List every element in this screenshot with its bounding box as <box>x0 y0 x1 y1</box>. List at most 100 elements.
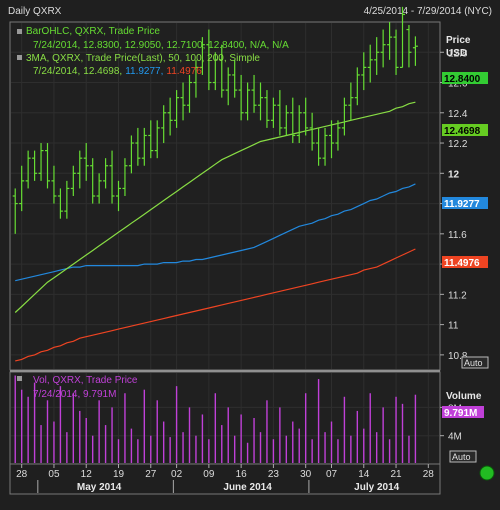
ma200-line <box>15 248 416 362</box>
ohlc-bar <box>77 150 83 189</box>
ohlc-bar <box>83 143 89 181</box>
date-tick-label: 14 <box>358 469 370 480</box>
volume-tick-label: 4M <box>448 432 462 443</box>
legend-marker-ma <box>17 55 22 60</box>
ohlc-bar <box>19 165 25 212</box>
status-indicator-icon[interactable] <box>479 465 495 481</box>
legend-ma-title: 3MA, QXRX, Trade Price(Last), 50, 100, 2… <box>26 53 260 64</box>
legend-ma50: 12.4698, <box>83 66 122 77</box>
legend-marker-ohlc <box>17 29 22 34</box>
ohlc-bar <box>161 105 167 144</box>
price-auto-label: Auto <box>464 358 483 368</box>
date-range: 4/25/2014 - 7/29/2014 (NYC) <box>364 6 492 17</box>
ohlc-bar <box>38 143 44 181</box>
ohlc-bar <box>116 180 121 212</box>
ohlc-bar <box>32 150 38 181</box>
volume-auto-button[interactable] <box>449 450 477 463</box>
ohlc-bar <box>329 120 334 159</box>
ohlc-bar <box>45 143 50 189</box>
date-tick-label: 21 <box>390 469 402 480</box>
price-tick-label: 12 <box>448 169 460 180</box>
date-axis: 28 05 12 19 27 02 09 16 23 30 07 14 21 28 May 2014 June… <box>16 464 434 493</box>
price-legend: BarOHLC, QXRX, Trade Price 7/24/2014, 12… <box>17 26 289 77</box>
ohlc-bar <box>225 67 231 106</box>
ohlc-bar <box>128 135 134 174</box>
price-tick-label: 11.6 <box>448 230 467 241</box>
ma100-tag <box>442 197 488 209</box>
ohlc-bar <box>232 59 238 98</box>
legend-marker-vol <box>17 376 22 381</box>
date-tick-label: 07 <box>326 469 338 480</box>
ma50-line <box>14 101 416 313</box>
ohlc-bar <box>348 82 354 121</box>
price-tick-label: 11 <box>448 321 459 332</box>
ohlc-bar <box>90 158 96 204</box>
legend-ma200: 11.4976 <box>166 66 202 77</box>
date-tick-label: 27 <box>145 469 157 480</box>
legend-ma100: 11.9277, <box>125 66 163 77</box>
ohlc-bar <box>309 112 315 151</box>
moving-averages <box>14 101 416 362</box>
ohlc-bar <box>193 59 199 98</box>
ohlc-bar <box>122 158 128 196</box>
ohlc-bar <box>335 120 341 151</box>
ma100-line <box>15 183 416 282</box>
volume-legend: Vol, QXRX, Trade Price 7/24/2014, 9.791M <box>17 375 138 400</box>
ohlc-bar <box>322 127 328 166</box>
price-tick-label: 12.8 <box>448 48 468 59</box>
volume-tag-value: 9.791M <box>444 408 477 419</box>
ohlc-bar <box>400 6 405 68</box>
date-tick-label: 12 <box>81 469 93 480</box>
ma200-tag <box>442 256 488 268</box>
ohlc-bar <box>199 37 205 75</box>
ohlc-bar <box>387 22 393 60</box>
legend-ohlc-values: 7/24/2014, 12.8300, 12.9050, 12.7100, 12… <box>33 40 289 51</box>
legend-vol-values: 7/24/2014, 9.791M <box>33 389 116 400</box>
ohlc-bar <box>354 67 360 106</box>
ohlc-bar <box>251 74 257 113</box>
ohlc-bar <box>206 29 212 91</box>
volume-bars <box>14 375 417 463</box>
ohlc-bar <box>25 150 31 189</box>
date-tick-label: 05 <box>48 469 60 480</box>
price-auto-button[interactable] <box>461 356 489 369</box>
ohlc-bar <box>154 120 160 159</box>
ohlc-bar <box>316 127 322 166</box>
ohlc-bar <box>296 105 302 144</box>
ohlc-bar <box>70 165 76 196</box>
last-price-value: 12.8400 <box>444 74 481 85</box>
ma100-tag-value: 11.9277 <box>444 199 480 210</box>
price-axis-label: Price <box>446 35 471 46</box>
date-tick-label: 16 <box>236 469 248 480</box>
chart-title: Daily QXRX <box>8 6 62 17</box>
ohlc-bar <box>96 173 102 204</box>
time-axis <box>9 463 441 495</box>
price-tick-label: 12.2 <box>448 139 468 150</box>
month-label: May 2014 <box>77 482 122 493</box>
date-tick-label: 09 <box>203 469 215 480</box>
ohlc-bar <box>412 36 418 66</box>
ohlc-bar <box>341 97 347 136</box>
ohlc-bar <box>361 52 367 91</box>
date-tick-label: 02 <box>171 469 183 480</box>
ohlc-bar <box>374 37 380 75</box>
price-tick-label: 10.8 <box>448 351 468 362</box>
ohlc-bar <box>109 150 115 204</box>
date-tick-label: 19 <box>113 469 125 480</box>
price-panel[interactable] <box>9 21 441 371</box>
price-tick-label: 11.2 <box>448 290 467 301</box>
ohlc-bars <box>12 6 418 234</box>
ohlc-bar <box>167 97 173 136</box>
ohlc-bar <box>264 90 270 128</box>
ma200-tag-value: 11.4976 <box>444 258 480 269</box>
date-tick-label: 28 <box>423 469 435 480</box>
ohlc-bar <box>219 44 225 98</box>
ohlc-bar <box>12 188 18 234</box>
legend-ma-values: 7/24/2014, 12.4698, 11.9277, 11.4976 <box>33 66 202 77</box>
ohlc-bar <box>406 25 412 68</box>
ohlc-bar <box>393 29 399 75</box>
ohlc-bar <box>290 97 296 144</box>
price-tick-label: 12.4 <box>448 109 468 120</box>
ohlc-bar <box>51 165 57 204</box>
